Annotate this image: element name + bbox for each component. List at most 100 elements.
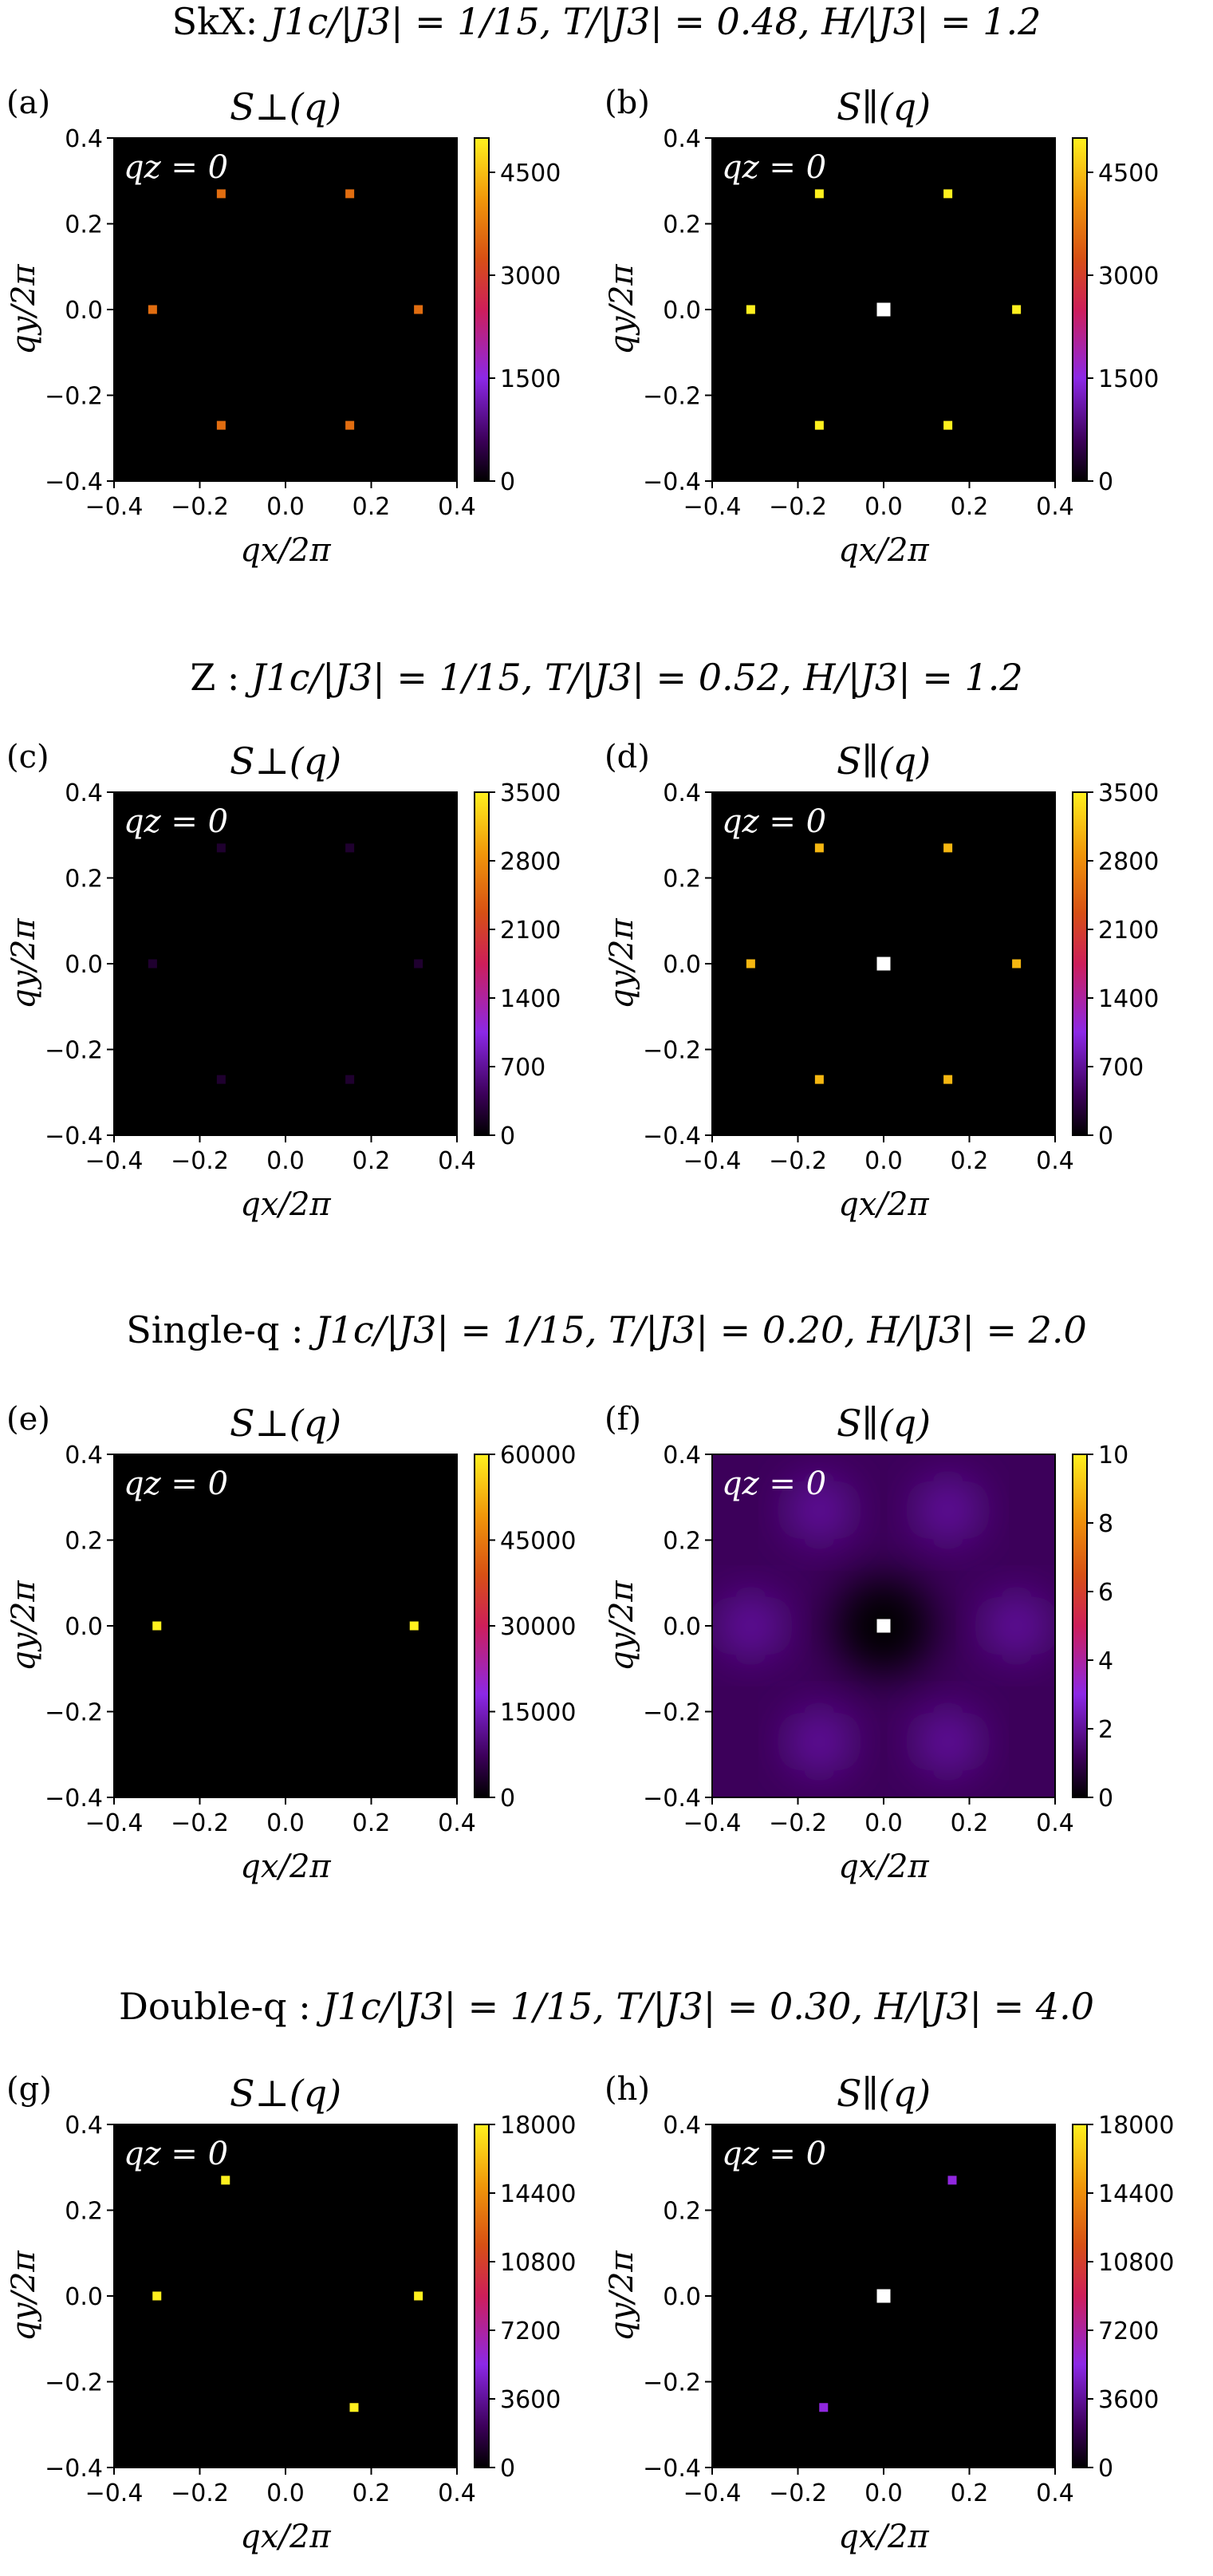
bragg-peak [349,2403,359,2412]
y-tick-label: −0.4 [45,1122,103,1150]
colorbar-tick-label: 4500 [1098,160,1159,187]
central-peak [876,302,891,317]
colorbar-tick-label: 2 [1098,1716,1113,1744]
y-tick-label: 0.0 [663,2283,701,2311]
x-tick-label: 0.2 [951,493,989,521]
y-tick-label: 0.2 [663,211,701,239]
y-tick-label: 0.4 [65,1442,103,1469]
row-title-params: J1c/|J3| = 1/15, T/|J3| = 0.52, H/|J3| =… [251,656,1023,699]
bragg-peak [345,420,355,430]
bragg-peak [746,305,755,314]
colorbar [474,2124,490,2468]
y-tick-label: 0.2 [663,866,701,894]
bragg-peak [414,2291,423,2301]
colorbar-tick-label: 10800 [500,2249,576,2277]
x-tick-label: 0.4 [438,1147,476,1175]
y-tick-label: −0.4 [643,1785,701,1813]
central-peak [876,957,891,971]
heatmap-background [114,1454,457,1797]
panel-a: (a) S⊥(q)qz = 0 −0.4−0.4 −0.2 −0.2 0.0 0.0 0.2 0… [6,85,561,569]
bragg-peak [216,1075,226,1084]
x-tick-label: 0.2 [352,493,391,521]
bragg-peak [152,1621,162,1631]
row-title-skx: SkX: J1c/|J3| = 1/15, T/|J3| = 0.48, H/|… [0,0,1213,43]
y-tick-label: 0.4 [663,125,701,153]
bragg-peak [414,305,423,314]
colorbar-tick-label: 0 [1098,468,1113,496]
x-tick-label: 0.2 [951,2479,989,2507]
colorbar-tick-label: 0 [500,468,515,496]
inset-label: qz = 0 [124,803,228,840]
y-axis-label: qy/2π [6,1580,42,1671]
x-tick-label: 0.4 [438,493,476,521]
x-tick-label: 0.4 [438,2479,476,2507]
diffuse-halo [720,1596,782,1656]
y-tick-label: −0.4 [45,2455,103,2483]
row-title-single-q: Single-q : J1c/|J3| = 1/15, T/|J3| = 0.2… [0,1308,1213,1351]
colorbar-tick-label: 3500 [500,779,561,807]
y-axis-label: qy/2π [604,2251,640,2341]
diffuse-halo [917,1711,979,1773]
colorbar-tick-label: 2100 [500,917,561,945]
bragg-peak [152,2291,162,2301]
x-tick-label: −0.4 [85,2479,144,2507]
diffuse-halo [917,1479,979,1540]
panel-letter: (f) [605,1401,641,1438]
y-axis-label: qy/2π [6,2251,42,2341]
y-tick-label: 0.4 [65,2112,103,2140]
colorbar-tick-label: 3000 [1098,262,1159,290]
row-title-params: J1c/|J3| = 1/15, T/|J3| = 0.48, H/|J3| =… [269,0,1042,43]
y-tick-label: 0.4 [663,1442,701,1469]
y-tick-label: 0.4 [663,2112,701,2140]
x-tick-label: −0.2 [171,493,229,521]
x-tick-label: 0.2 [951,1147,989,1175]
y-tick-label: −0.2 [45,2369,103,2397]
panel-f: (f) S∥(q) qz = 0 −0.4−0.4 −0.2 −0.2 0.0 0.0 0.2 0… [604,1401,1128,1885]
heatmap-background [114,138,457,481]
y-tick-label: 0.0 [65,951,103,979]
bragg-peak [216,189,226,199]
panel-title: S⊥(q) [230,1402,341,1445]
y-axis-label: qy/2π [6,264,42,355]
x-tick-label: −0.4 [85,493,144,521]
inset-label: qz = 0 [124,149,228,186]
panel-b: (b) S∥(q) qz = 0 −0.4−0.4 −0.2 −0.2 0.0 0.0 0.2 0… [604,85,1159,569]
colorbar-tick-label: 0 [1098,1785,1113,1813]
bragg-peak [746,959,755,968]
diffuse-halo [789,1479,850,1540]
y-tick-label: 0.0 [65,2283,103,2311]
y-tick-label: 0.0 [663,297,701,325]
inset-label: qz = 0 [124,1466,228,1502]
y-axis-label: qy/2π [604,918,640,1009]
bragg-peak [221,2176,230,2185]
colorbar-tick-label: 3500 [1098,779,1159,807]
panel-letter: (e) [6,1401,50,1438]
y-tick-label: 0.2 [65,866,103,894]
bragg-peak [148,959,157,968]
x-tick-label: −0.4 [683,1809,742,1837]
panel-letter: (g) [6,2071,52,2108]
y-tick-label: −0.2 [643,383,701,411]
x-tick-label: 0.0 [266,1147,305,1175]
x-tick-label: −0.2 [769,1809,827,1837]
x-axis-label: qx/2π [838,1848,929,1885]
row-title-params: J1c/|J3| = 1/15, T/|J3| = 0.30, H/|J3| =… [322,1985,1094,2028]
panel-title: S∥(q) [837,85,931,128]
diffuse-halo [986,1596,1047,1656]
colorbar-tick-label: 700 [1098,1054,1144,1082]
panel-letter: (d) [605,739,650,775]
bragg-peak [814,843,824,853]
x-tick-label: 0.4 [1036,1147,1074,1175]
colorbar-tick-label: 1400 [1098,985,1159,1013]
colorbar [1072,1454,1088,1798]
y-tick-label: −0.2 [45,1037,103,1065]
colorbar-tick-label: 14400 [500,2180,576,2208]
bragg-peak [409,1621,419,1631]
colorbar-tick-label: 2800 [500,848,561,876]
y-axis-label: qy/2π [6,918,42,1009]
colorbar-tick-label: 7200 [1098,2318,1159,2345]
x-tick-label: −0.2 [769,2479,827,2507]
x-tick-label: −0.4 [683,1147,742,1175]
bragg-peak [947,2176,957,2185]
colorbar-tick-label: 10 [1098,1442,1128,1469]
